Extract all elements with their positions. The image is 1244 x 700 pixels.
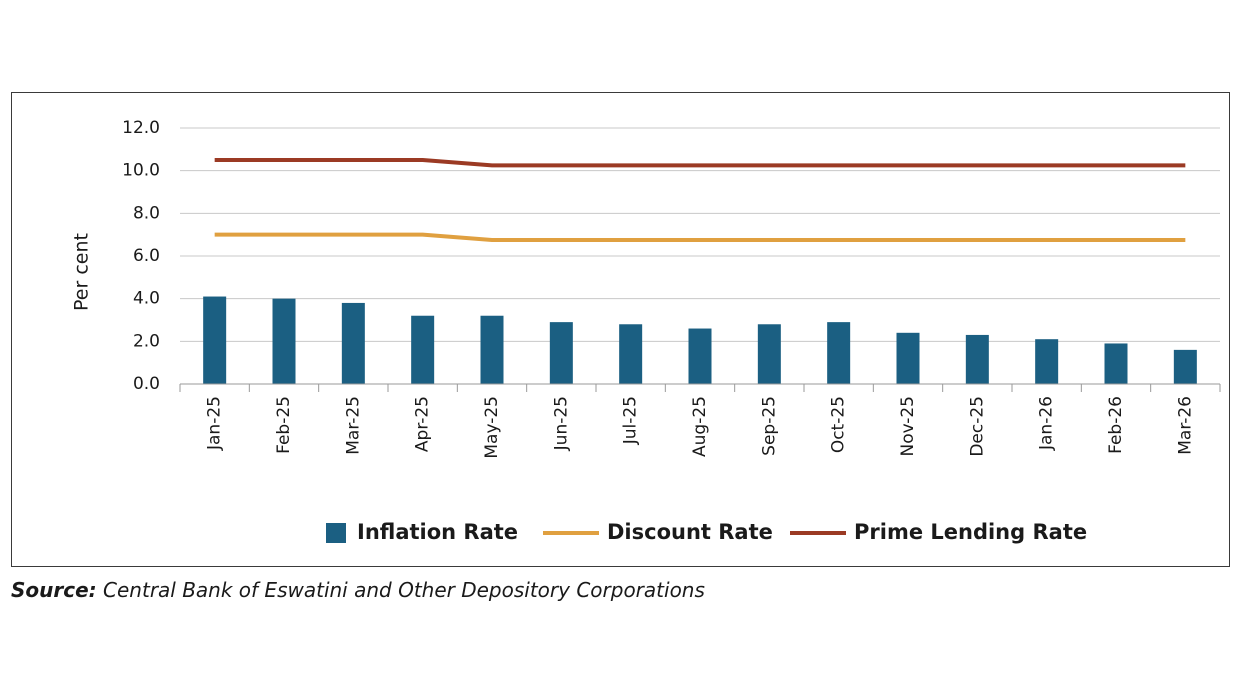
line-discount-rate bbox=[214, 232, 1186, 242]
bar-inflation-rate bbox=[480, 315, 504, 384]
y-tick-label: 2.0 bbox=[133, 331, 160, 351]
bar-inflation-rate bbox=[1104, 343, 1128, 384]
y-tick-label: 8.0 bbox=[133, 203, 160, 223]
bar-inflation-rate bbox=[272, 298, 296, 384]
y-tick-label: 0.0 bbox=[133, 374, 160, 394]
bar-inflation-rate bbox=[203, 296, 227, 384]
source-label: Source: bbox=[11, 578, 97, 602]
x-tick-label: May-25 bbox=[482, 396, 502, 459]
y-tick-label: 4.0 bbox=[133, 289, 160, 309]
rate-lines bbox=[214, 158, 1186, 242]
y-tick-label: 6.0 bbox=[133, 246, 160, 266]
y-axis-label: Per cent bbox=[71, 233, 93, 311]
x-tick-label: Feb-26 bbox=[1106, 396, 1126, 454]
line-prime-lending-rate bbox=[214, 158, 1186, 168]
y-tick-label: 12.0 bbox=[122, 118, 160, 138]
legend-swatch-inflation-rate bbox=[326, 523, 346, 543]
x-tick-label: Sep-25 bbox=[759, 396, 779, 456]
x-tick-label: Jan-25 bbox=[205, 396, 225, 451]
axes bbox=[179, 383, 1221, 392]
legend-label-discount-rate: Discount Rate bbox=[607, 520, 773, 544]
x-tick-label: Dec-25 bbox=[967, 396, 987, 457]
x-tick-label: Jun-25 bbox=[551, 396, 571, 451]
x-tick-label: Aug-25 bbox=[690, 396, 710, 457]
x-tick-label: Jan-26 bbox=[1037, 396, 1057, 451]
x-tick-label: Apr-25 bbox=[413, 396, 433, 452]
x-tick-label: Feb-25 bbox=[274, 396, 294, 454]
bar-inflation-rate bbox=[1035, 339, 1059, 384]
chart-frame bbox=[11, 92, 1230, 567]
x-tick-label: Nov-25 bbox=[898, 396, 918, 457]
source-text: Central Bank of Eswatini and Other Depos… bbox=[96, 578, 705, 602]
bar-inflation-rate bbox=[965, 334, 989, 384]
bar-inflation-rate bbox=[896, 332, 920, 384]
bar-inflation-rate bbox=[757, 324, 781, 384]
bar-inflation-rate bbox=[827, 322, 851, 384]
bar-inflation-rate bbox=[549, 322, 573, 384]
y-tick-labels: 0.0 2.0 4.0 6.0 8.0 10.0 12.0 bbox=[122, 118, 160, 394]
bar-inflation-rate bbox=[619, 324, 643, 384]
source-note: Source: Central Bank of Eswatini and Oth… bbox=[11, 578, 705, 602]
bar-inflation-rate bbox=[411, 315, 435, 384]
bar-inflation-rate bbox=[1173, 349, 1197, 384]
legend-label-prime-lending-rate: Prime Lending Rate bbox=[854, 520, 1087, 544]
x-tick-label: Jul-25 bbox=[621, 396, 641, 445]
inflation-bars bbox=[203, 296, 1197, 384]
bar-inflation-rate bbox=[688, 328, 712, 384]
x-tick-label: Mar-26 bbox=[1175, 396, 1195, 455]
legend: Inflation Rate Discount Rate Prime Lending… bbox=[326, 520, 1087, 544]
x-tick-labels: Jan-25 Feb-25 Mar-25 Apr-25 May-25 Jun-25 Jul-… bbox=[205, 396, 1196, 459]
y-tick-label: 10.0 bbox=[122, 161, 160, 181]
x-tick-label: Oct-25 bbox=[829, 396, 849, 453]
legend-label-inflation-rate: Inflation Rate bbox=[357, 520, 518, 544]
x-tick-label: Mar-25 bbox=[343, 396, 363, 455]
bar-inflation-rate bbox=[341, 302, 365, 384]
